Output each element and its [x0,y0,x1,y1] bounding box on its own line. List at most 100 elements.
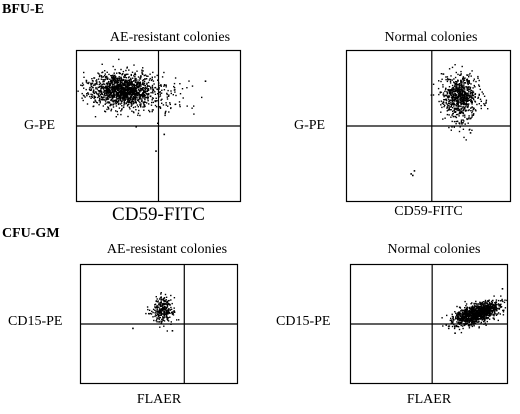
data-point [111,88,113,91]
data-point [483,309,485,311]
data-point [487,311,489,313]
data-point [471,114,473,116]
data-point [160,302,163,304]
data-point [123,96,126,99]
data-point [147,89,150,91]
data-point [464,92,466,94]
data-point [158,315,160,318]
data-point [466,312,468,314]
data-point [107,102,109,104]
data-point [110,81,113,84]
data-point [456,305,458,308]
data-point [462,88,464,90]
data-point [476,103,478,106]
data-point [150,92,152,94]
data-point [157,79,159,81]
data-point [461,96,463,99]
data-point [460,120,463,123]
data-point [438,93,440,96]
data-point [145,75,148,77]
data-point [470,308,472,310]
data-point [448,108,450,111]
data-point [159,308,162,310]
data-point [165,300,167,302]
data-point [470,96,472,99]
data-point [121,85,123,87]
data-point [469,314,471,316]
data-point [464,314,467,317]
data-point [466,100,468,102]
y-axis-label: G-PE [294,118,326,133]
data-point [475,300,477,303]
data-point [454,85,456,88]
data-point [142,87,144,89]
data-point [458,102,460,104]
data-point [141,71,143,73]
data-point [124,89,126,91]
data-point [83,95,85,97]
data-point [466,117,468,120]
data-point [90,89,92,91]
data-point [137,86,140,89]
data-point [96,102,99,104]
data-point [492,303,494,306]
data-point [156,321,158,323]
data-point [163,320,166,322]
data-point [165,86,167,88]
data-point [167,317,169,319]
data-point [455,98,457,100]
data-point [120,110,122,112]
data-point [172,94,174,96]
data-point [143,74,145,77]
data-point [157,93,159,95]
data-point [466,78,468,81]
data-point [460,322,462,324]
data-point [125,85,127,87]
data-point [480,303,483,305]
data-point [117,81,120,84]
data-point [119,79,122,82]
data-point [90,97,92,99]
data-point [469,128,471,131]
data-point [161,98,163,100]
data-point [152,308,155,311]
data-point [467,319,469,321]
data-point [130,95,132,97]
data-point [148,309,151,311]
data-point [463,320,465,322]
data-point [446,314,448,317]
data-point [447,79,449,81]
data-point [482,303,484,305]
data-point [111,90,113,92]
data-point [159,84,161,87]
data-point [461,316,464,318]
data-point [103,80,105,83]
data-point [106,83,108,86]
data-point [186,87,188,89]
data-point [155,150,157,152]
data-point [108,85,110,87]
data-point [135,109,137,111]
data-point [124,73,126,76]
data-point [97,78,100,80]
data-point [118,86,120,88]
data-point [464,123,466,125]
data-point [124,103,126,105]
data-point [110,80,112,83]
data-point [467,80,469,82]
data-point [108,88,110,90]
data-point [173,87,176,89]
data-point [169,312,171,314]
data-point [142,106,144,108]
data-point [478,305,480,308]
data-point [123,74,126,77]
data-point [104,87,107,89]
data-point [457,79,459,81]
data-point [442,73,444,75]
data-point [116,77,118,79]
data-point [126,101,128,103]
data-point [476,314,478,316]
data-point [106,87,109,89]
data-point [448,95,450,97]
data-point [468,109,470,111]
